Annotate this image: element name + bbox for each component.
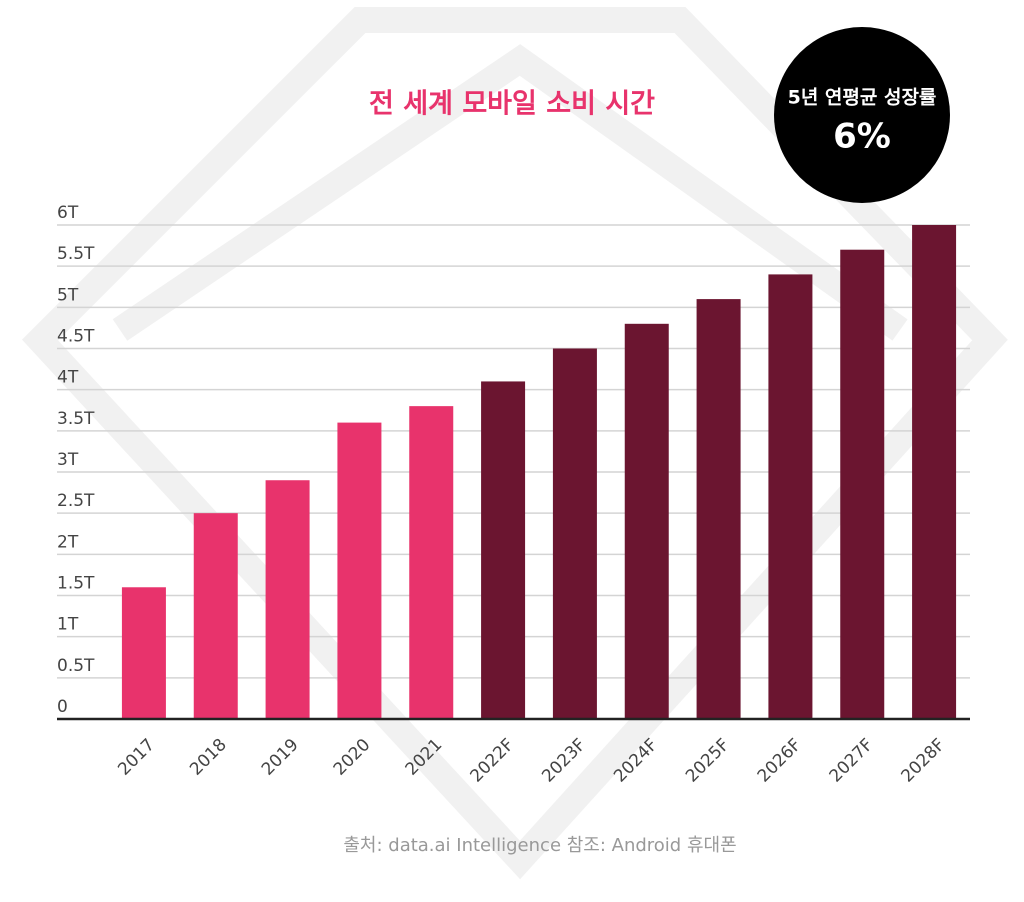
x-tick-label: 2026F (754, 735, 806, 787)
y-tick-label: 5T (57, 285, 79, 305)
y-tick-label: 4.5T (57, 327, 95, 347)
bar (552, 348, 597, 719)
y-tick-label: 6T (57, 203, 79, 223)
badge-label: 5년 연평균 성장률 (788, 87, 937, 109)
y-tick-label: 0.5T (57, 656, 95, 676)
x-tick-label: 2019 (258, 735, 303, 780)
x-tick-label: 2020 (330, 735, 375, 780)
bar (696, 299, 741, 719)
y-tick-label: 3.5T (57, 409, 95, 429)
x-tick-label: 2027F (826, 735, 878, 787)
y-tick-label: 0 (57, 697, 68, 717)
x-tick-label: 2022F (467, 735, 519, 787)
bar (840, 249, 885, 719)
bar (337, 422, 382, 719)
bar (409, 406, 454, 719)
x-tick-label: 2025F (682, 735, 734, 787)
badge-value: 6% (833, 117, 891, 157)
y-tick-label: 5.5T (57, 244, 95, 264)
y-tick-label: 1.5T (57, 574, 95, 594)
bar (193, 513, 238, 719)
y-tick-label: 2.5T (57, 491, 95, 511)
bar (768, 274, 813, 719)
watermark (21, 7, 1008, 880)
chart-title: 전 세계 모바일 소비 시간 (369, 89, 655, 120)
badge (774, 27, 950, 203)
bar (624, 323, 669, 719)
y-tick-label: 3T (57, 450, 79, 470)
x-tick-label: 2018 (186, 735, 231, 780)
bar (265, 480, 310, 719)
source: 출처: data.ai Intelligence 참조: Android 휴대폰 (343, 835, 736, 856)
y-tick-label: 4T (57, 368, 79, 388)
x-tick-label: 2017 (114, 735, 159, 780)
y-tick-label: 1T (57, 615, 79, 635)
bar (912, 225, 957, 719)
bar (481, 381, 526, 719)
x-tick-label: 2028F (898, 735, 950, 787)
y-tick-label: 2T (57, 532, 79, 552)
bar (121, 587, 166, 719)
